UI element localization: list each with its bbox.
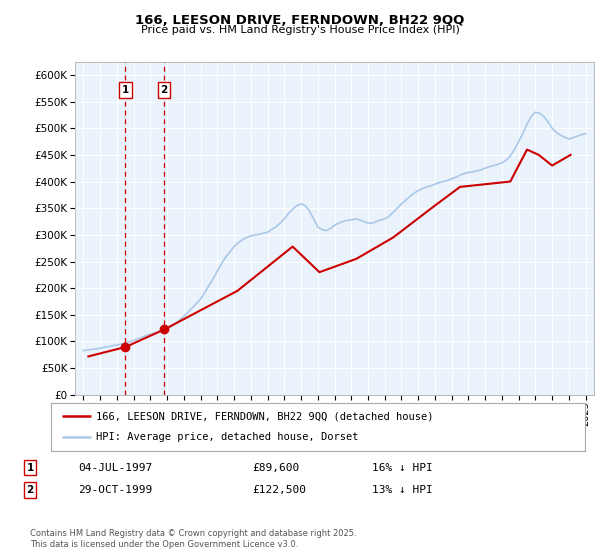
Text: 1: 1: [26, 463, 34, 473]
Text: £89,600: £89,600: [252, 463, 299, 473]
Text: 166, LEESON DRIVE, FERNDOWN, BH22 9QQ: 166, LEESON DRIVE, FERNDOWN, BH22 9QQ: [136, 14, 464, 27]
Text: 29-OCT-1999: 29-OCT-1999: [78, 485, 152, 495]
Text: HPI: Average price, detached house, Dorset: HPI: Average price, detached house, Dors…: [97, 432, 359, 442]
Text: Price paid vs. HM Land Registry's House Price Index (HPI): Price paid vs. HM Land Registry's House …: [140, 25, 460, 35]
Text: £122,500: £122,500: [252, 485, 306, 495]
Text: Contains HM Land Registry data © Crown copyright and database right 2025.
This d: Contains HM Land Registry data © Crown c…: [30, 529, 356, 549]
Text: 2: 2: [26, 485, 34, 495]
Text: 16% ↓ HPI: 16% ↓ HPI: [372, 463, 433, 473]
Text: 1: 1: [122, 85, 129, 95]
Text: 13% ↓ HPI: 13% ↓ HPI: [372, 485, 433, 495]
Text: 166, LEESON DRIVE, FERNDOWN, BH22 9QQ (detached house): 166, LEESON DRIVE, FERNDOWN, BH22 9QQ (d…: [97, 411, 434, 421]
Text: 2: 2: [161, 85, 168, 95]
Text: 04-JUL-1997: 04-JUL-1997: [78, 463, 152, 473]
